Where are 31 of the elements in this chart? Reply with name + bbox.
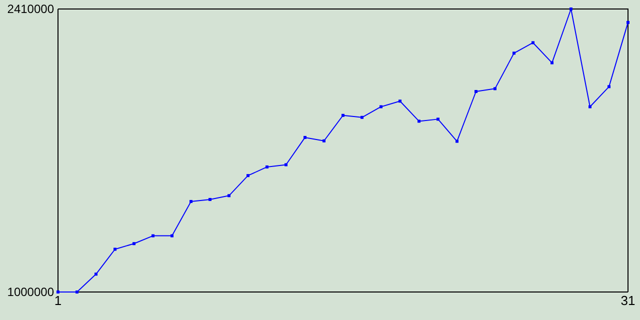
point [266,165,268,168]
point [228,194,230,198]
y-tick-label: 1000000 [7,284,54,299]
point [360,116,364,119]
point [284,163,288,166]
point [494,87,496,90]
point [322,139,326,142]
point [512,52,516,55]
point [532,41,534,44]
point [170,234,174,238]
point [418,120,420,123]
point [94,272,98,276]
point [190,200,192,203]
point [380,105,382,108]
x-tick-label: 31 [620,293,636,308]
point [588,105,592,108]
y-tick-label: 2410000 [7,2,54,16]
point [456,140,458,143]
point [608,85,610,88]
point [114,248,116,251]
point [246,174,250,178]
point [152,234,154,238]
point [626,20,630,24]
point [342,114,344,117]
point [436,118,440,121]
point [398,100,402,103]
x-tick-label: 1 [54,293,62,308]
point [550,61,554,64]
point [208,198,212,201]
point [304,136,306,139]
point [132,242,136,246]
